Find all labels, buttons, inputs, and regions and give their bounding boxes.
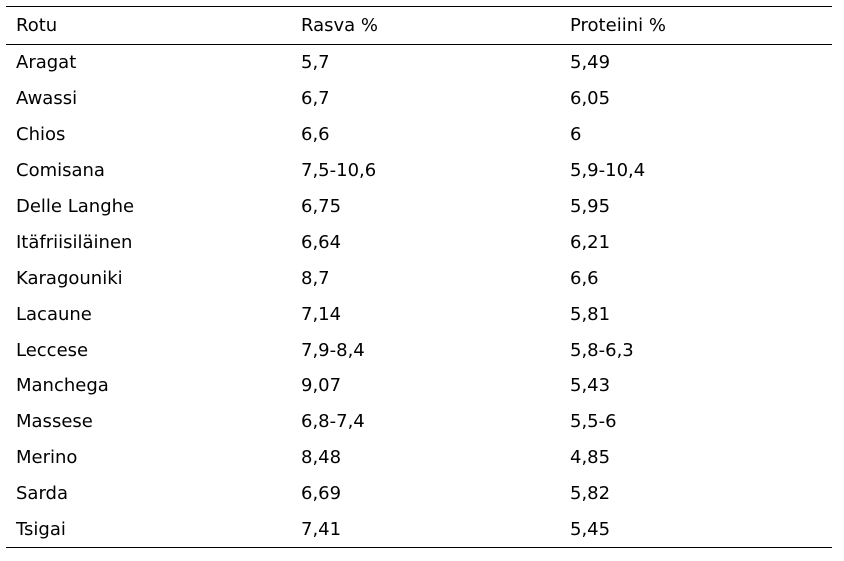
table-row: Lacaune 7,14 5,81 xyxy=(6,296,832,332)
protein-cell: 5,81 xyxy=(570,303,611,325)
protein-cell: 5,5-6 xyxy=(570,411,617,433)
breed-cell: Itäfriisiläinen xyxy=(16,231,133,253)
breed-cell: Chios xyxy=(16,124,66,146)
breed-cell: Merino xyxy=(16,447,78,469)
breed-milk-table: Rotu Rasva % Proteiini % Aragat 5,7 5,49… xyxy=(6,6,832,548)
table-row: Aragat 5,7 5,49 xyxy=(6,45,832,81)
breed-cell: Awassi xyxy=(16,88,78,110)
table-row: Comisana 7,5-10,6 5,9-10,4 xyxy=(6,153,832,189)
protein-cell: 4,85 xyxy=(570,447,611,469)
breed-cell: Karagouniki xyxy=(16,267,123,289)
fat-cell: 5,7 xyxy=(301,52,330,74)
fat-cell: 6,69 xyxy=(301,483,342,505)
table-row: Itäfriisiläinen 6,64 6,21 xyxy=(6,224,832,260)
table-header-row: Rotu Rasva % Proteiini % xyxy=(6,6,832,45)
table-row: Awassi 6,7 6,05 xyxy=(6,81,832,117)
protein-cell: 5,82 xyxy=(570,483,611,505)
breed-cell: Aragat xyxy=(16,52,77,74)
fat-cell: 6,6 xyxy=(301,124,330,146)
protein-cell: 5,9-10,4 xyxy=(570,160,646,182)
fat-cell: 7,9-8,4 xyxy=(301,339,365,361)
protein-cell: 6,05 xyxy=(570,88,611,110)
protein-cell: 6,6 xyxy=(570,267,599,289)
fat-cell: 6,7 xyxy=(301,88,330,110)
header-fat-percent: Rasva % xyxy=(301,15,379,36)
fat-cell: 6,75 xyxy=(301,196,342,217)
header-protein-percent: Proteiini % xyxy=(570,15,666,36)
breed-cell: Comisana xyxy=(16,160,105,182)
protein-cell: 5,43 xyxy=(570,375,611,397)
breed-cell: Lacaune xyxy=(16,303,92,325)
breed-cell: Sarda xyxy=(16,483,68,505)
fat-cell: 6,64 xyxy=(301,231,342,253)
breed-cell: Delle Langhe xyxy=(16,196,135,217)
header-breed: Rotu xyxy=(16,15,58,36)
fat-cell: 8,7 xyxy=(301,267,330,289)
table-row: Leccese 7,9-8,4 5,8-6,3 xyxy=(6,332,832,368)
breed-cell: Massese xyxy=(16,411,93,433)
breed-table-container: Rotu Rasva % Proteiini % Aragat 5,7 5,49… xyxy=(6,6,832,548)
table-row: Delle Langhe 6,75 5,95 xyxy=(6,189,832,225)
breed-cell: Leccese xyxy=(16,339,89,361)
protein-cell: 6 xyxy=(570,124,582,146)
protein-cell: 5,8-6,3 xyxy=(570,339,634,361)
protein-cell: 5,95 xyxy=(570,196,611,217)
fat-cell: 6,8-7,4 xyxy=(301,411,365,433)
table-row: Tsigai 7,41 5,45 xyxy=(6,512,832,548)
breed-cell: Tsigai xyxy=(16,519,66,541)
table-row: Massese 6,8-7,4 5,5-6 xyxy=(6,404,832,440)
table-row: Merino 8,48 4,85 xyxy=(6,440,832,476)
fat-cell: 7,14 xyxy=(301,303,342,325)
fat-cell: 8,48 xyxy=(301,447,342,469)
table-row: Karagouniki 8,7 6,6 xyxy=(6,260,832,296)
protein-cell: 6,21 xyxy=(570,231,611,253)
protein-cell: 5,45 xyxy=(570,519,611,541)
fat-cell: 7,41 xyxy=(301,519,342,541)
breed-cell: Manchega xyxy=(16,375,109,397)
table-row: Chios 6,6 6 xyxy=(6,117,832,153)
table-row: Manchega 9,07 5,43 xyxy=(6,368,832,404)
fat-cell: 7,5-10,6 xyxy=(301,160,377,182)
fat-cell: 9,07 xyxy=(301,375,342,397)
protein-cell: 5,49 xyxy=(570,52,611,74)
table-row: Sarda 6,69 5,82 xyxy=(6,476,832,512)
